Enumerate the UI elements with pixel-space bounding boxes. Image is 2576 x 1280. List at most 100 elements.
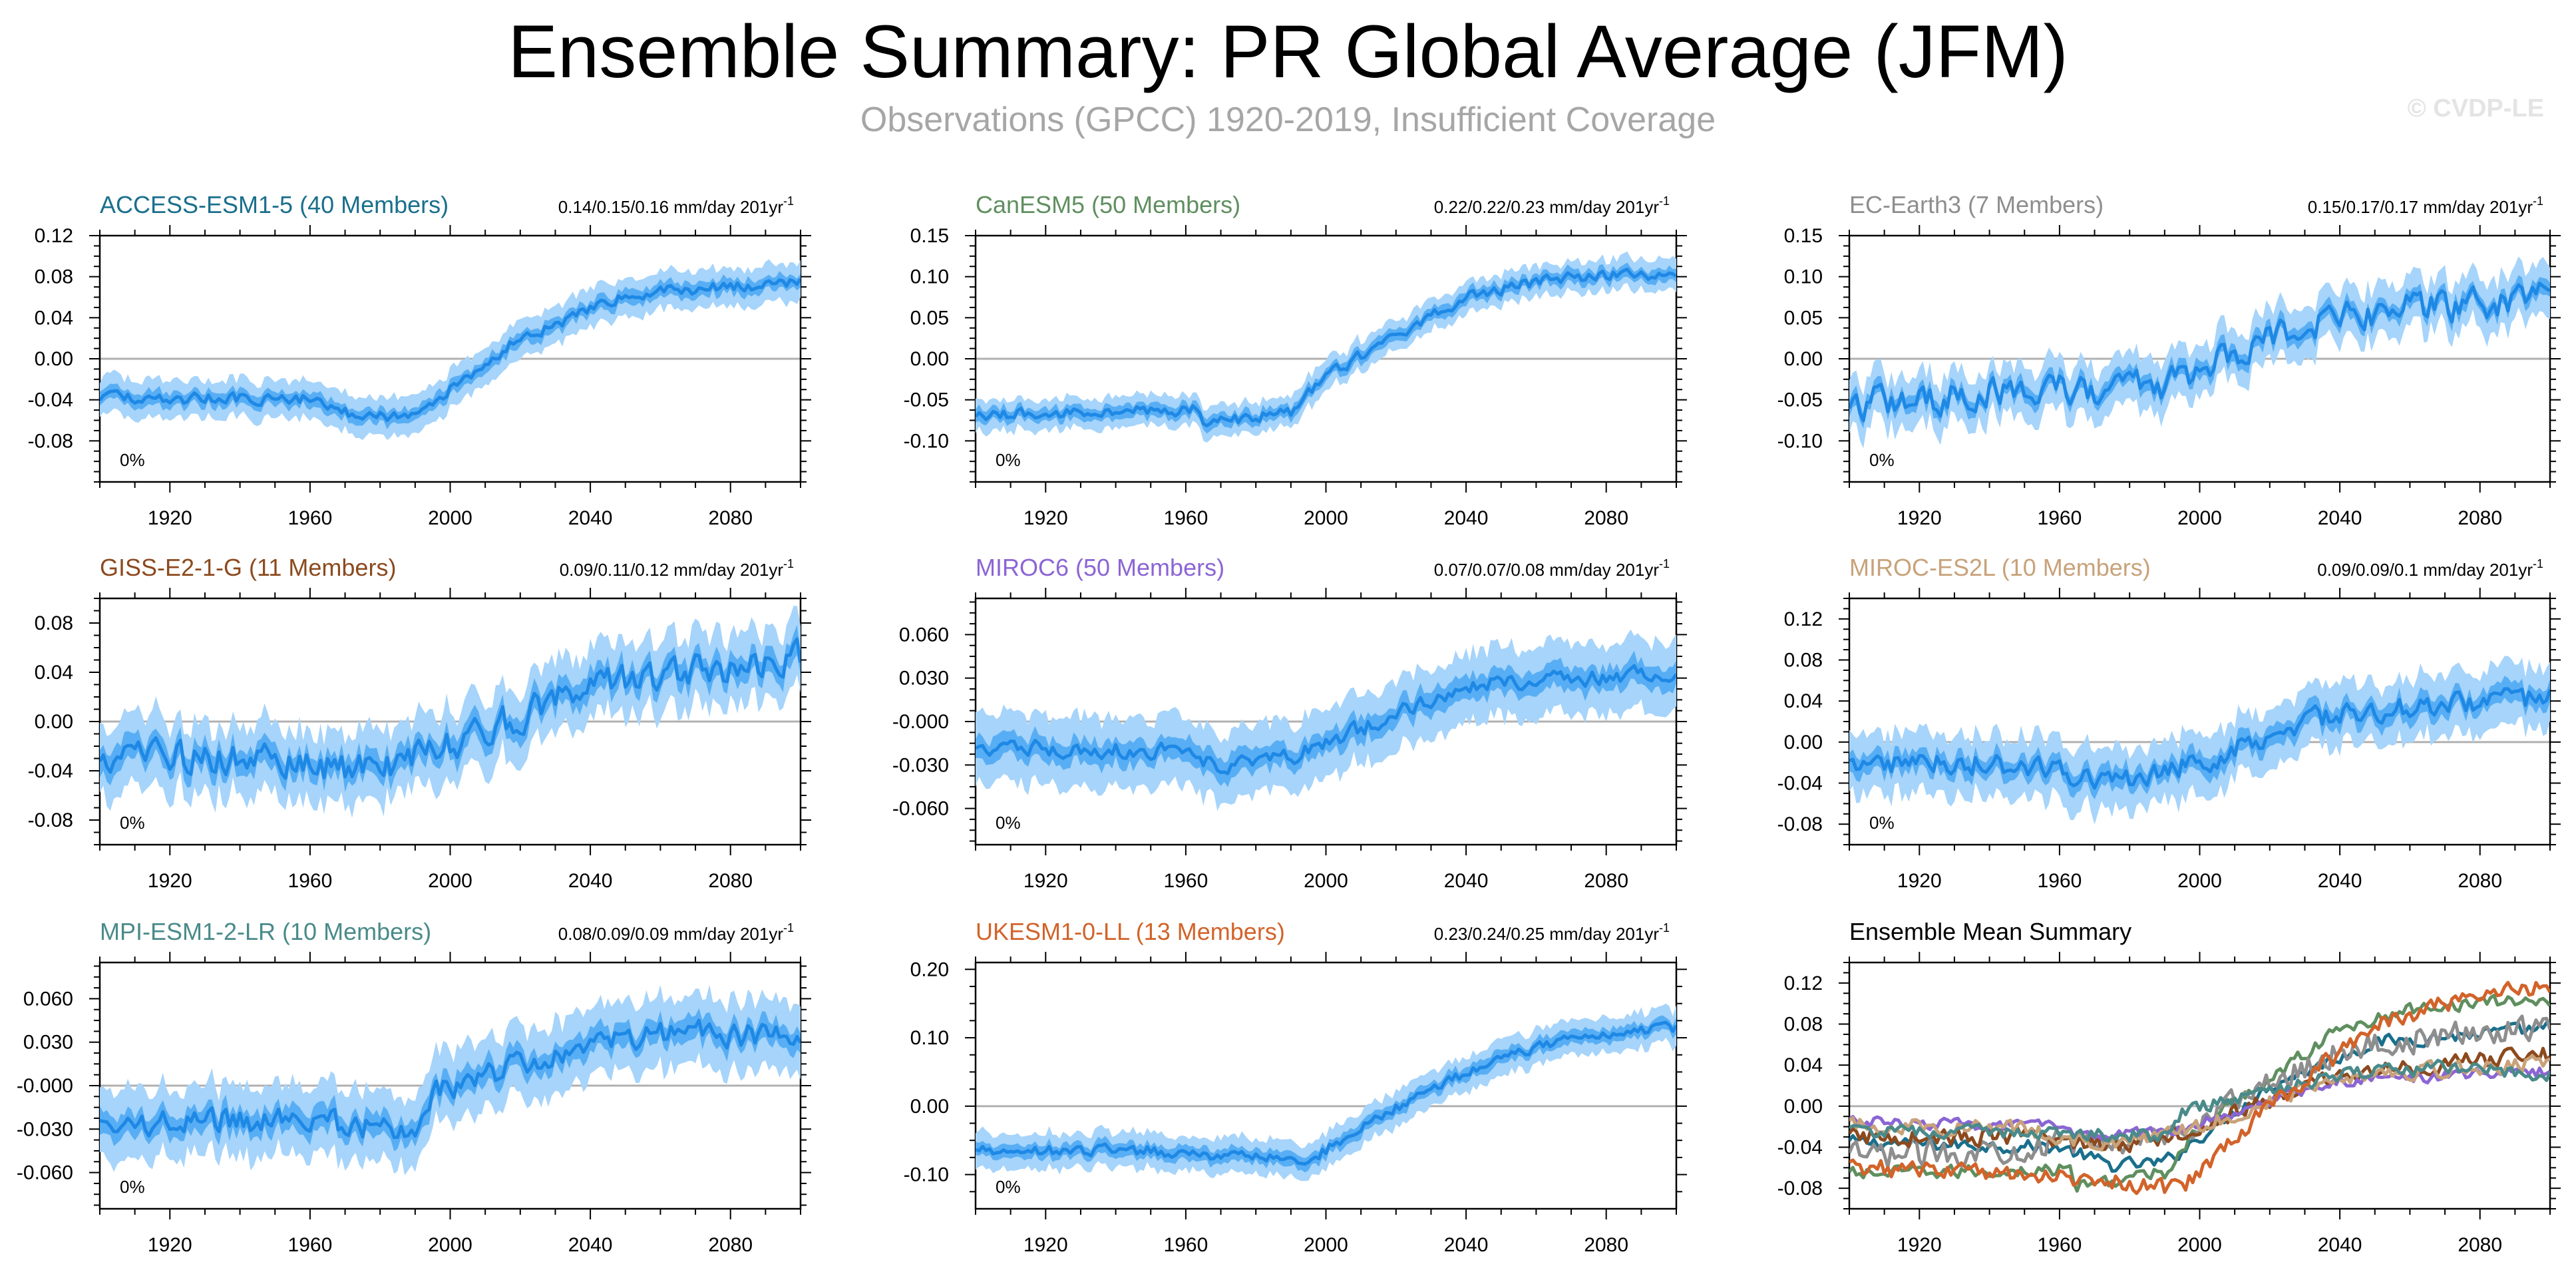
plot-area [976,629,1676,811]
y-tick-label: -0.05 [1777,389,1823,411]
x-tick-label: 2040 [2318,507,2362,529]
trend-label: 0.15/0.17/0.17 mm/day 201yr-1 [2308,194,2543,217]
x-tick-label: 2040 [1444,1234,1489,1256]
y-tick-label: 0.10 [1784,266,1823,288]
y-tick-label: 0.00 [35,711,73,733]
trend-label: 0.22/0.22/0.23 mm/day 201yr-1 [1434,194,1670,217]
x-tick-label: 1920 [1897,1234,1942,1256]
panel-title: Ensemble Mean Summary [1849,918,2131,945]
panel-title: MPI-ESM1-2-LR (10 Members) [100,918,431,945]
y-tick-label: -0.10 [904,1164,949,1186]
coverage-percent-label: 0% [996,813,1021,833]
trend-label-superscript: -1 [783,557,794,570]
x-tick-label: 1960 [2038,870,2082,892]
ensemble-mean-line [1849,687,2550,790]
x-tick-label: 1920 [1023,870,1068,892]
x-tick-label: 2040 [568,507,613,529]
trend-label-superscript: -1 [1659,194,1670,208]
figure-subtitle: Observations (GPCC) 1920-2019, Insuffici… [860,101,1716,139]
panel-mpi-esm1-2-lr: 1920 1960 2000 2040 2080 0.060 0.030 -0.000 -0.0… [17,918,811,1256]
y-tick-label: 0.00 [910,348,949,370]
ensemble-range-outer [1849,656,2550,825]
y-tick-label: -0.04 [28,760,73,782]
y-tick-label: -0.05 [904,389,949,411]
x-tick-label: 2080 [2458,507,2502,529]
x-tick-label: 2080 [2458,870,2502,892]
x-tick-label: 2000 [2177,870,2222,892]
y-tick-label: 0.12 [35,225,73,247]
trend-label: 0.08/0.09/0.09 mm/day 201yr-1 [558,921,794,944]
x-tick-label: 2000 [1304,870,1348,892]
ensemble-mean-line-canesm5 [1849,994,2550,1193]
y-tick-label: -0.060 [892,798,949,820]
y-tick-label: -0.04 [28,389,73,411]
y-tick-label: 0.030 [899,668,949,690]
ensemble-mean-line [100,637,801,780]
ensemble-range-inner [100,271,801,429]
x-tick-label: 2000 [2177,507,2222,529]
x-tick-label: 2040 [1444,870,1489,892]
ensemble-mean-line [976,268,1676,427]
x-tick-label: 2080 [2458,1234,2502,1256]
panel-title: MIROC-ES2L (10 Members) [1849,554,2151,581]
plot-area [976,251,1676,443]
plot-area [1849,656,2550,825]
y-tick-label: 0.04 [35,662,73,684]
ensemble-mean-line-access-esm1-5 [1849,1020,2550,1173]
x-tick-label: 1920 [1023,507,1068,529]
x-tick-label: 2000 [2177,1234,2222,1256]
panel-title: CanESM5 (50 Members) [976,191,1240,218]
x-tick-label: 1920 [1897,870,1942,892]
y-tick-label: -0.030 [17,1118,73,1140]
y-tick-label: 0.10 [910,266,949,288]
y-tick-label: -0.030 [892,754,949,776]
y-tick-label: 0.12 [1784,972,1823,994]
plot-area [100,984,801,1175]
y-tick-label: 0.00 [910,1096,949,1118]
y-tick-label: -0.10 [1777,430,1823,452]
x-tick-label: 1960 [2038,507,2082,529]
y-tick-label: 0.04 [35,307,73,329]
ensemble-mean-line-ukesm1-0-ll [1849,980,2550,1195]
x-tick-label: 2080 [708,1234,753,1256]
x-tick-label: 1920 [148,870,192,892]
plot-area [976,1003,1676,1181]
y-tick-label: -0.08 [28,809,73,831]
trend-label-superscript: -1 [1659,557,1670,570]
y-tick-label: 0.15 [1784,225,1823,247]
coverage-percent-label: 0% [120,813,145,833]
x-tick-label: 2080 [1584,507,1628,529]
panel-title: UKESM1-0-LL (13 Members) [976,918,1285,945]
panel-giss-e2-1-g: 1920 1960 2000 2040 2080 0.08 0.04 0.00 -0.04 -0.… [28,554,811,892]
y-tick-label: -0.08 [28,430,73,452]
ensemble-mean-line [100,1018,801,1140]
panel-miroc-es2l: 1920 1960 2000 2040 2080 0.12 0.08 0.04 0.00 -0.0… [1777,554,2561,892]
x-tick-label: 2000 [428,1234,472,1256]
x-tick-label: 1960 [288,507,333,529]
trend-label-superscript: -1 [2533,194,2543,208]
y-tick-label: 0.00 [1784,732,1823,753]
ensemble-mean-line [976,1020,1676,1166]
x-tick-label: 1960 [2038,1234,2082,1256]
coverage-percent-label: 0% [1869,813,1895,833]
y-tick-label: 0.08 [35,266,73,288]
ensemble-range-outer [976,629,1676,811]
y-tick-label: 0.12 [1784,608,1823,630]
ensemble-range-outer [100,606,801,818]
panel-ukesm1-0-ll: 1920 1960 2000 2040 2080 0.20 0.10 0.00 -0.10 UKE… [904,918,1687,1256]
coverage-percent-label: 0% [120,450,145,470]
ensemble-range-inner [976,1015,1676,1173]
plot-area [100,259,801,441]
y-tick-label: 0.08 [35,612,73,634]
y-tick-label: 0.05 [910,307,949,329]
ensemble-range-inner [100,624,801,792]
y-tick-label: 0.060 [899,624,949,646]
coverage-percent-label: 0% [996,450,1021,470]
plot-frame [974,961,1678,1210]
coverage-percent-label: 0% [996,1177,1021,1197]
y-tick-label: 0.08 [1784,1014,1823,1036]
y-tick-label: 0.04 [1784,1054,1823,1076]
y-tick-label: 0.00 [1784,348,1823,370]
panel-title: MIROC6 (50 Members) [976,554,1224,581]
y-tick-label: 0.20 [910,959,949,980]
